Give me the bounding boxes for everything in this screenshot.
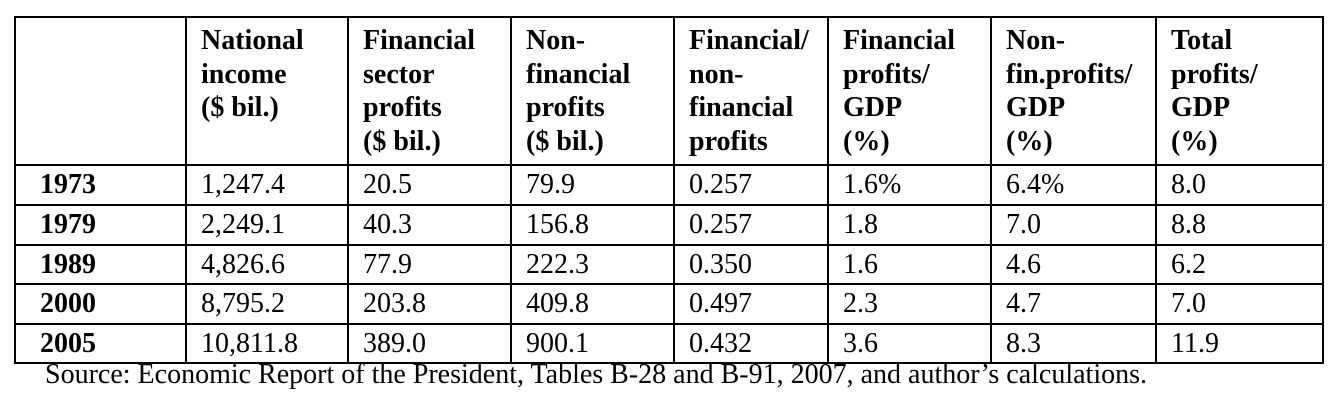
table-cell: 8.8 xyxy=(1155,203,1324,246)
table-cell: 1.8 xyxy=(827,203,992,246)
table-cell: 4.6 xyxy=(990,243,1157,286)
column-header-nonfin-profits-gdp: Non- fin.profits/ GDP (%) xyxy=(990,15,1157,167)
table-cell: 0.350 xyxy=(673,243,829,286)
table-cell: 79.9 xyxy=(510,164,675,206)
table-row-2000: 2000 8,795.2 203.8 409.8 0.497 2.3 4.7 7… xyxy=(14,283,1324,325)
column-header-financial-profits-gdp: Financial profits/ GDP (%) xyxy=(827,15,992,167)
table-cell: 156.8 xyxy=(510,203,675,246)
table-cell: 6.4% xyxy=(990,164,1157,206)
column-header-blank xyxy=(14,15,187,167)
table-cell: 1.6 xyxy=(827,243,992,286)
row-header-year: 1989 xyxy=(14,243,187,286)
column-header-financial-nonfinancial-ratio: Financial/ non- financial profits xyxy=(673,15,829,167)
table-cell: 0.257 xyxy=(673,203,829,246)
table-cell: 0.497 xyxy=(673,283,829,325)
table-cell: 8.0 xyxy=(1155,164,1324,206)
table-row-1979: 1979 2,249.1 40.3 156.8 0.257 1.8 7.0 8.… xyxy=(14,203,1324,246)
table-cell: 1,247.4 xyxy=(185,164,349,206)
table-cell: 8,795.2 xyxy=(185,283,349,325)
table-cell: 2.3 xyxy=(827,283,992,325)
table-cell: 4.7 xyxy=(990,283,1157,325)
table-cell: 2,249.1 xyxy=(185,203,349,246)
table-cell: 900.1 xyxy=(510,322,675,365)
column-header-financial-sector-profits: Financial sector profits ($ bil.) xyxy=(347,15,512,167)
table-cell: 4,826.6 xyxy=(185,243,349,286)
table-cell: 203.8 xyxy=(347,283,512,325)
table-row-1989: 1989 4,826.6 77.9 222.3 0.350 1.6 4.6 6.… xyxy=(14,243,1324,286)
profits-table: National income ($ bil.) Financial secto… xyxy=(14,15,1324,365)
table-cell: 7.0 xyxy=(1155,283,1324,325)
table-cell: 222.3 xyxy=(510,243,675,286)
table-cell: 8.3 xyxy=(990,322,1157,365)
header-row: National income ($ bil.) Financial secto… xyxy=(14,15,1324,167)
table-cell: 409.8 xyxy=(510,283,675,325)
table-cell: 7.0 xyxy=(990,203,1157,246)
row-header-year: 2000 xyxy=(14,283,187,325)
source-note: Source: Economic Report of the President… xyxy=(45,359,1147,390)
table-cell: 77.9 xyxy=(347,243,512,286)
table-cell: 20.5 xyxy=(347,164,512,206)
table-cell: 3.6 xyxy=(827,322,992,365)
table-row-2005: 2005 10,811.8 389.0 900.1 0.432 3.6 8.3 … xyxy=(14,322,1324,365)
column-header-national-income: National income ($ bil.) xyxy=(185,15,349,167)
column-header-nonfinancial-profits: Non- financial profits ($ bil.) xyxy=(510,15,675,167)
table-cell: 6.2 xyxy=(1155,243,1324,286)
row-header-year: 2005 xyxy=(14,322,187,365)
column-header-total-profits-gdp: Total profits/ GDP (%) xyxy=(1155,15,1324,167)
table-cell: 389.0 xyxy=(347,322,512,365)
table-cell: 1.6% xyxy=(827,164,992,206)
table-cell: 40.3 xyxy=(347,203,512,246)
table-cell: 0.257 xyxy=(673,164,829,206)
row-header-year: 1973 xyxy=(14,164,187,206)
table-row-1973: 1973 1,247.4 20.5 79.9 0.257 1.6% 6.4% 8… xyxy=(14,164,1324,206)
row-header-year: 1979 xyxy=(14,203,187,246)
table-cell: 0.432 xyxy=(673,322,829,365)
table-cell: 10,811.8 xyxy=(185,322,349,365)
table-cell: 11.9 xyxy=(1155,322,1324,365)
